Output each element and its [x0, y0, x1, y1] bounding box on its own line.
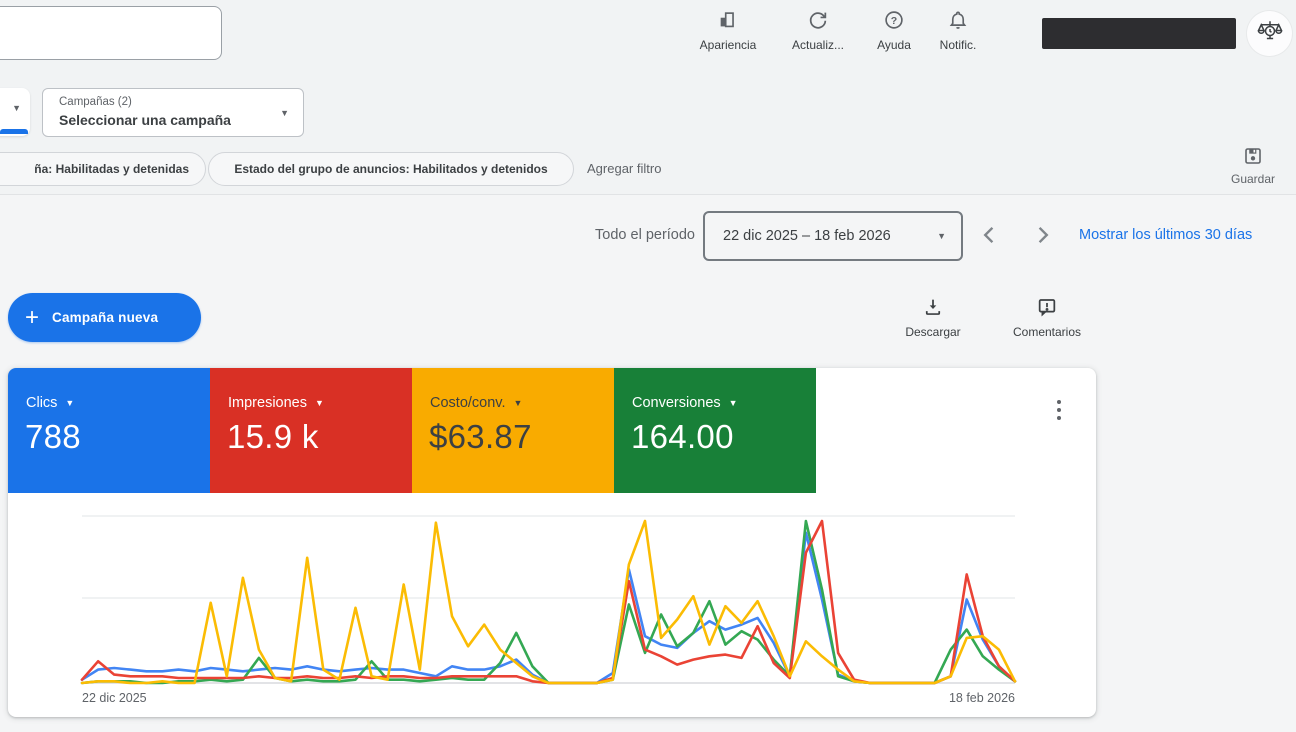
chevron-down-icon: ▼	[280, 108, 289, 118]
refresh-button[interactable]: Actualiz...	[774, 9, 862, 52]
download-icon	[922, 296, 944, 321]
save-label: Guardar	[1231, 172, 1275, 186]
floppy-disk-icon	[1243, 146, 1263, 169]
show-last-30-days-link[interactable]: Mostrar los últimos 30 días	[1079, 227, 1252, 243]
refresh-icon	[807, 9, 829, 34]
google-ads-overview-screen: Apariencia Actualiz... ? Ayuda	[0, 0, 1296, 732]
period-label: Todo el período	[495, 227, 695, 243]
date-range-selector[interactable]: 22 dic 2025 – 18 feb 2026 ▼	[703, 211, 963, 261]
overview-chart-card: Clics▼ 788 Impresiones▼ 15.9 k Costo/con…	[8, 368, 1096, 717]
chevron-left-icon	[978, 223, 1002, 247]
chevron-down-icon: ▼	[937, 231, 946, 241]
new-campaign-button[interactable]: + Campaña nueva	[8, 293, 201, 342]
help-label: Ayuda	[877, 38, 911, 52]
feedback-bubble-icon	[1036, 296, 1058, 321]
campaign-selector-label: Campañas (2)	[59, 96, 132, 108]
notifications-label: Notific.	[940, 38, 977, 52]
appearance-label: Apariencia	[700, 38, 757, 52]
scale-icon	[1255, 16, 1285, 51]
bar-chart-icon	[717, 9, 739, 34]
search-input[interactable]	[0, 6, 222, 60]
filter-chip-campaign-status-label: ña: Habilitadas y detenidas	[34, 162, 189, 176]
svg-text:?: ?	[891, 15, 897, 27]
download-label: Descargar	[905, 325, 960, 339]
active-tab-indicator	[0, 129, 28, 134]
series-costo_conv	[82, 521, 1015, 683]
bell-icon	[947, 9, 969, 34]
next-period-button[interactable]	[1030, 223, 1054, 247]
comments-label: Comentarios	[1013, 325, 1081, 339]
add-filter-button[interactable]: Agregar filtro	[587, 161, 661, 176]
redacted-account-info	[1042, 18, 1236, 49]
filter-chip-adgroup-status[interactable]: Estado del grupo de anuncios: Habilitado…	[208, 152, 574, 186]
top-strip: Apariencia Actualiz... ? Ayuda	[0, 0, 1296, 195]
save-button[interactable]: Guardar	[1222, 146, 1284, 186]
filter-chip-campaign-status[interactable]: ña: Habilitadas y detenidas	[0, 152, 206, 186]
download-button[interactable]: Descargar	[898, 296, 968, 339]
account-avatar-button[interactable]	[1247, 11, 1292, 56]
chevron-right-icon	[1030, 223, 1054, 247]
series-clics	[82, 533, 1015, 683]
filter-chip-adgroup-status-label: Estado del grupo de anuncios: Habilitado…	[234, 162, 547, 176]
new-campaign-label: Campaña nueva	[52, 310, 158, 325]
campaign-selector-value: Seleccionar una campaña	[59, 112, 231, 128]
x-axis-start-label: 22 dic 2025	[82, 691, 147, 705]
campaign-selector[interactable]: Campañas (2) Seleccionar una campaña ▼	[42, 88, 304, 137]
chevron-down-icon: ▼	[12, 103, 21, 113]
performance-line-chart[interactable]	[8, 368, 1096, 717]
nav-tab-stub[interactable]: ▼	[0, 88, 30, 136]
previous-period-button[interactable]	[978, 223, 1002, 247]
refresh-label: Actualiz...	[792, 38, 844, 52]
help-icon: ?	[883, 9, 905, 34]
notifications-button[interactable]: Notific.	[914, 9, 1002, 52]
date-range-value: 22 dic 2025 – 18 feb 2026	[723, 228, 891, 244]
x-axis-end-label: 18 feb 2026	[915, 691, 1015, 705]
appearance-button[interactable]: Apariencia	[684, 9, 772, 52]
comments-button[interactable]: Comentarios	[1007, 296, 1087, 339]
plus-icon: +	[25, 308, 39, 328]
